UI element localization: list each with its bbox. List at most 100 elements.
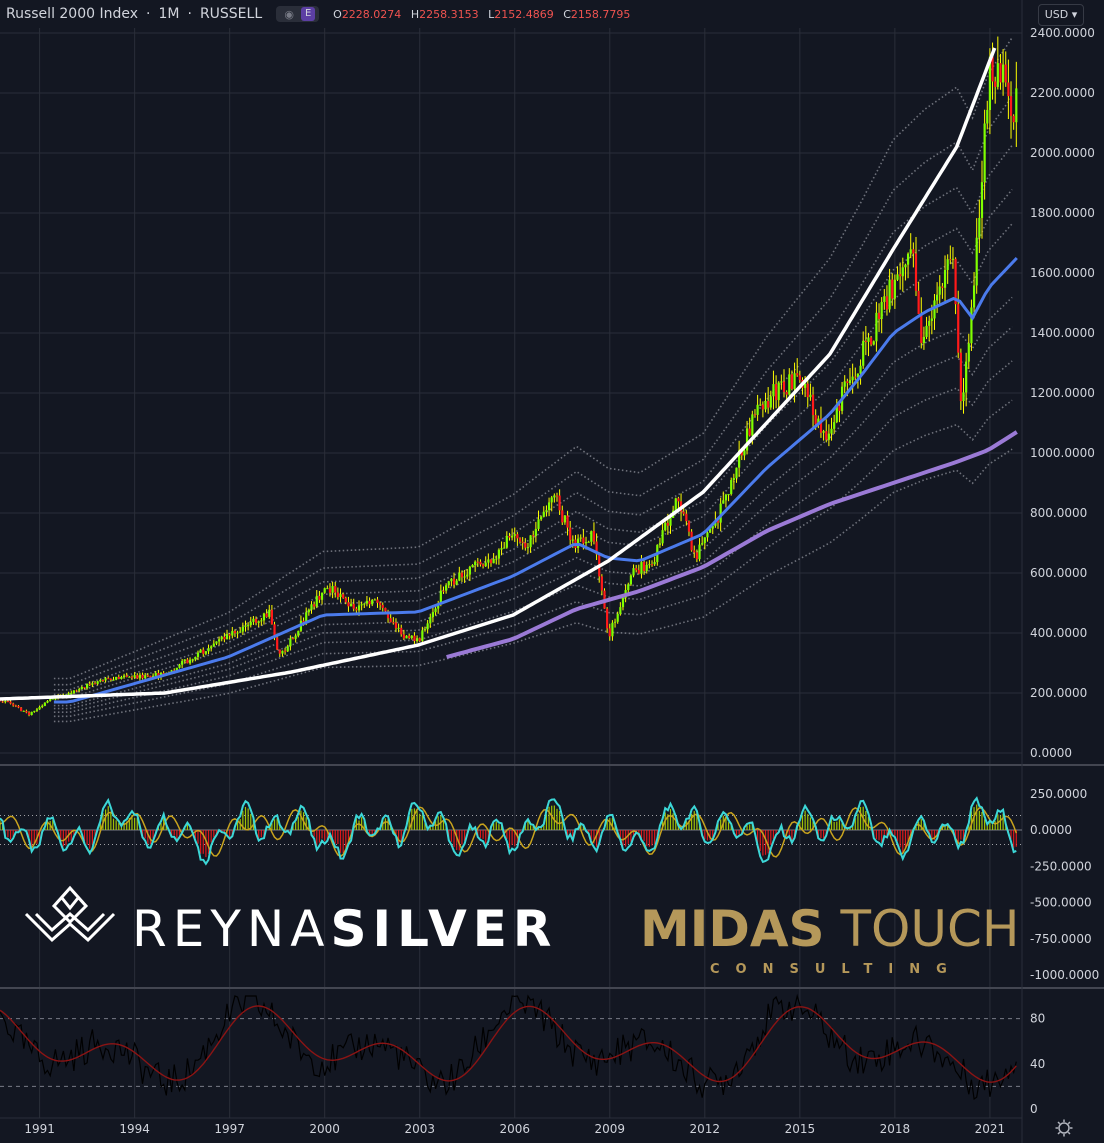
candle-body (233, 631, 237, 634)
candle-body (888, 279, 891, 310)
candle-body (196, 652, 200, 658)
candle-body (157, 673, 160, 678)
candle-body (658, 543, 662, 545)
symbol-title[interactable]: Russell 2000 Index (6, 6, 139, 22)
candle-body (452, 578, 456, 585)
candle-body (67, 693, 70, 695)
candle-body (365, 600, 369, 604)
candle-body (650, 564, 654, 566)
candle-body (455, 580, 458, 585)
candle-body (875, 312, 878, 342)
candle-body (336, 592, 339, 598)
candle-body (706, 532, 709, 538)
candle-body (724, 494, 728, 501)
stochastic-pane (0, 993, 1022, 1101)
candle-body (957, 304, 960, 353)
candle-body (262, 613, 266, 621)
candle-body (677, 498, 680, 502)
candle-body (4, 701, 7, 703)
candle-body (75, 690, 78, 692)
candle-body (35, 709, 39, 711)
candle-body (170, 670, 173, 673)
candle-body (526, 547, 530, 549)
candle-body (751, 414, 754, 436)
candle-body (360, 604, 363, 606)
candle-body (484, 562, 487, 567)
envelope-bands (53, 37, 1013, 723)
candle-body (492, 558, 495, 564)
candle-body (537, 519, 540, 529)
osc-tick-label: -750.0000 (1030, 932, 1092, 946)
candle-body (12, 703, 15, 706)
midas-consulting-text: CONSULTING (710, 962, 963, 977)
candle-body (827, 433, 830, 440)
candle-body (368, 600, 371, 605)
candle-body (914, 253, 918, 291)
candle-body (252, 618, 255, 622)
time-tick-label: 2003 (404, 1122, 435, 1136)
candle-body (460, 572, 464, 578)
candle-body (806, 383, 809, 398)
stoch-tick-label: 40 (1030, 1057, 1045, 1071)
candle-body (545, 510, 548, 512)
time-tick-label: 1994 (119, 1122, 150, 1136)
envelope-band (53, 188, 1013, 696)
candle-body (637, 570, 640, 574)
candle-body (745, 428, 749, 451)
candle-body (88, 683, 91, 685)
gear-icon[interactable] (1055, 1119, 1073, 1137)
candle-body (315, 595, 318, 607)
candle-body (893, 279, 896, 299)
candle-body (117, 676, 120, 679)
candle-body (302, 620, 305, 623)
candle-body (516, 534, 519, 539)
candle-body (553, 495, 556, 498)
price-tick-label: 800.0000 (1030, 506, 1087, 520)
oscillator-pane (0, 796, 1022, 866)
candle-body (621, 597, 625, 608)
candle-body (220, 636, 223, 640)
candle-body (788, 374, 791, 395)
candle-body (342, 594, 345, 598)
candle-body (685, 513, 688, 522)
candle-body (835, 405, 838, 423)
candle-body (764, 400, 767, 410)
moving-average-blue (53, 256, 1018, 704)
candle-body (569, 527, 572, 540)
candle-body (413, 635, 416, 641)
candle-body (819, 418, 823, 433)
candle-body (445, 585, 448, 591)
stoch-tick-label: 80 (1030, 1012, 1045, 1026)
interval-label[interactable]: 1M (158, 6, 180, 22)
candle-body (846, 381, 849, 384)
candle-body (635, 568, 638, 571)
candle-body (394, 622, 398, 629)
candle-body (405, 635, 408, 639)
candle-body (796, 373, 799, 376)
stoch-tick-label: 0 (1030, 1102, 1038, 1116)
envelope-band (53, 95, 1013, 686)
candle-body (949, 259, 952, 261)
candle-body (730, 480, 733, 495)
candle-body (632, 568, 635, 576)
earnings-badge[interactable]: E (301, 7, 316, 21)
candle-body (978, 217, 981, 238)
price-tick-label: 1000.0000 (1030, 446, 1095, 460)
candle-body (532, 535, 535, 537)
candle-body (767, 400, 770, 408)
candle-body (511, 535, 514, 538)
candle-body (231, 631, 234, 636)
candle-body (83, 687, 86, 689)
candle-body (508, 535, 511, 538)
currency-selector[interactable]: USD ▾ (1038, 4, 1084, 26)
candle-body (379, 602, 382, 605)
series-badges[interactable]: ◉ E (276, 6, 320, 22)
candle-body (389, 618, 392, 623)
candle-body (648, 564, 651, 566)
candle-body (202, 649, 205, 654)
eye-icon[interactable]: ◉ (284, 7, 294, 21)
candle-body (616, 613, 619, 622)
candle-body (212, 643, 215, 647)
candle-body (1015, 88, 1018, 123)
